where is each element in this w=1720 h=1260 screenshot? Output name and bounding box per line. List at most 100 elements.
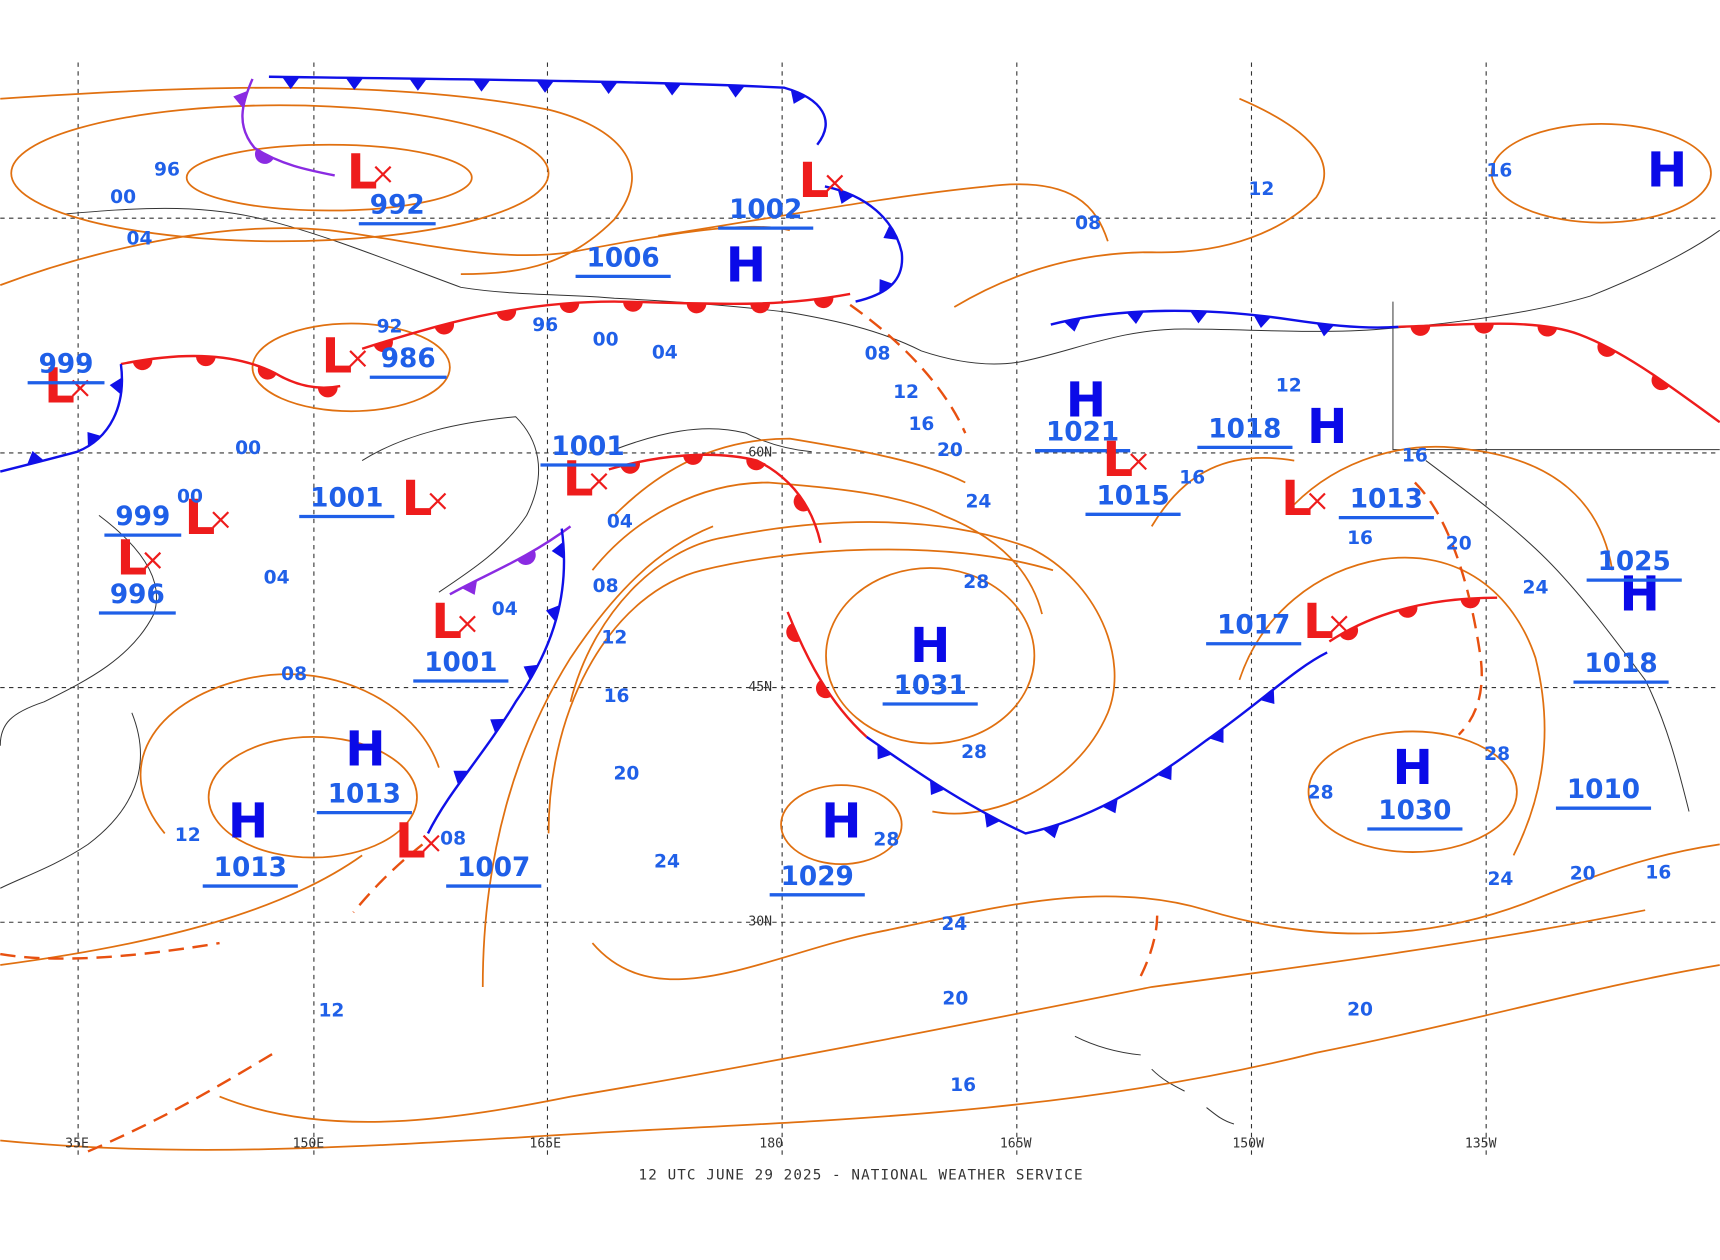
front-triangle [1157, 765, 1172, 781]
front-triangle [87, 432, 102, 447]
low-marker [144, 551, 162, 569]
front-triangle [1190, 310, 1208, 324]
central-pressure: 1001 [310, 483, 383, 513]
high-center: H [726, 238, 766, 294]
high-center: H [1066, 373, 1106, 429]
isobar-label: 24 [654, 851, 680, 872]
isobars [0, 86, 1720, 1151]
isobar-label: 12 [893, 382, 919, 403]
front-semicircle [786, 623, 801, 642]
low-center: L [347, 144, 378, 200]
front-triangle [883, 224, 899, 240]
isobar-label: 08 [440, 828, 466, 849]
central-pressure: 1001 [551, 432, 624, 462]
front-triangle [545, 604, 560, 622]
front-triangle [523, 664, 539, 681]
footer: 12 UTC JUNE 29 2025 - NATIONAL WEATHER S… [639, 1168, 1084, 1184]
isobar-label: 24 [1523, 577, 1549, 598]
isobar-label: 24 [941, 914, 967, 935]
front-triangle [1063, 318, 1081, 332]
high-center: H [345, 721, 385, 777]
longitude-label: 150W [1232, 1136, 1264, 1151]
front-triangle [1253, 315, 1271, 328]
longitude-label: 135W [1465, 1136, 1497, 1151]
front-semicircle [1537, 325, 1558, 337]
isobar-label: 04 [652, 343, 678, 364]
low-center: L [1303, 594, 1334, 650]
central-pressure: 999 [39, 350, 94, 380]
longitude-label: 165W [1000, 1136, 1032, 1151]
central-pressure: 1018 [1208, 414, 1281, 444]
front-semicircle [813, 296, 834, 308]
low-center: L [402, 471, 433, 527]
isobar-label: 92 [377, 316, 403, 337]
isobar-label: 20 [937, 440, 963, 461]
central-pressure: 1013 [214, 853, 287, 883]
low-center: L [1281, 471, 1312, 527]
front-triangle [879, 279, 894, 295]
longitude-label: 150E [293, 1136, 325, 1151]
isobar-label: 00 [110, 187, 136, 208]
longitude-label: 180 [759, 1136, 783, 1151]
central-pressure: 1013 [1350, 485, 1423, 515]
isobar-label: 12 [1248, 179, 1274, 200]
low-marker [1130, 453, 1147, 471]
high-center: H [1307, 399, 1347, 455]
front-triangle [837, 189, 855, 204]
central-pressure: 1015 [1096, 481, 1169, 511]
front-semicircle [1597, 342, 1617, 357]
high-center: H [1619, 567, 1659, 623]
isobar-label: 04 [492, 599, 518, 620]
isobar-label: 04 [264, 567, 290, 588]
central-pressure: 996 [110, 580, 165, 610]
front-triangle [461, 580, 478, 595]
low-marker [422, 834, 440, 852]
low-marker [429, 492, 447, 510]
low-marker [374, 165, 392, 183]
isobar-label: 28 [963, 572, 989, 593]
front-triangle [453, 770, 469, 785]
central-pressure: 1031 [894, 671, 967, 701]
central-pressure: 1029 [781, 862, 854, 892]
front-semicircle [746, 457, 766, 471]
front-triangle [1102, 798, 1118, 814]
low-marker [349, 350, 367, 368]
front-semicircle [1651, 374, 1670, 391]
front-semicircle [132, 358, 153, 371]
front-semicircle [793, 493, 809, 512]
low-marker [590, 472, 608, 490]
isobar-label: 08 [865, 344, 891, 365]
isobar-label: 96 [154, 159, 180, 180]
central-pressure: 1007 [457, 853, 530, 883]
central-pressure: 1021 [1046, 418, 1119, 448]
front-triangle [1126, 311, 1145, 325]
low-marker [212, 511, 230, 529]
front-semicircle [1474, 323, 1494, 334]
isobar-label: 04 [607, 511, 633, 532]
front-triangle [600, 81, 618, 94]
front-triangle [27, 450, 44, 465]
high-center: H [910, 618, 950, 674]
front-semicircle [750, 303, 771, 314]
isobar-label: 20 [613, 764, 639, 785]
front-triangle [472, 79, 491, 92]
high-center: H [821, 794, 861, 850]
central-pressure: 999 [115, 502, 170, 532]
high-center: H [1647, 142, 1687, 198]
front-semicircle [1339, 625, 1359, 641]
longitude-label: 165E [529, 1136, 561, 1151]
graticule [0, 62, 1720, 1155]
isobar-label: 28 [961, 742, 987, 763]
isobar-label: 12 [1276, 376, 1302, 397]
front-triangle [282, 76, 300, 90]
isobar-label: 20 [942, 989, 968, 1010]
isobar-label: 28 [873, 830, 899, 851]
isobar-label: 28 [1308, 782, 1334, 803]
central-pressure: 1006 [587, 243, 660, 273]
low-center: L [563, 452, 594, 508]
front-semicircle [496, 309, 517, 321]
front-semicircle [517, 550, 536, 566]
central-pressure: 1017 [1217, 611, 1290, 641]
